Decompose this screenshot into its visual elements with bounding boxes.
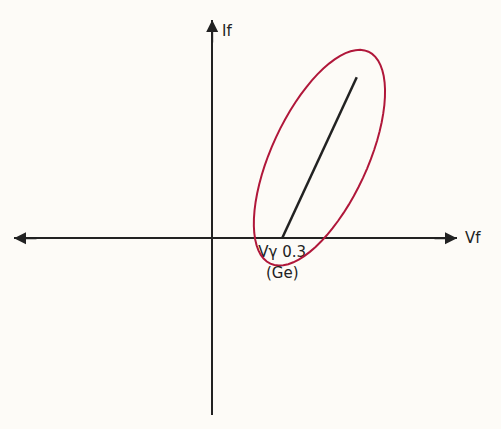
svg-text:Vf: Vf [465, 229, 481, 247]
svg-text:(Ge): (Ge) [266, 264, 299, 282]
svg-text:If: If [222, 22, 232, 40]
svg-text:Vγ 0.3: Vγ 0.3 [258, 243, 306, 261]
